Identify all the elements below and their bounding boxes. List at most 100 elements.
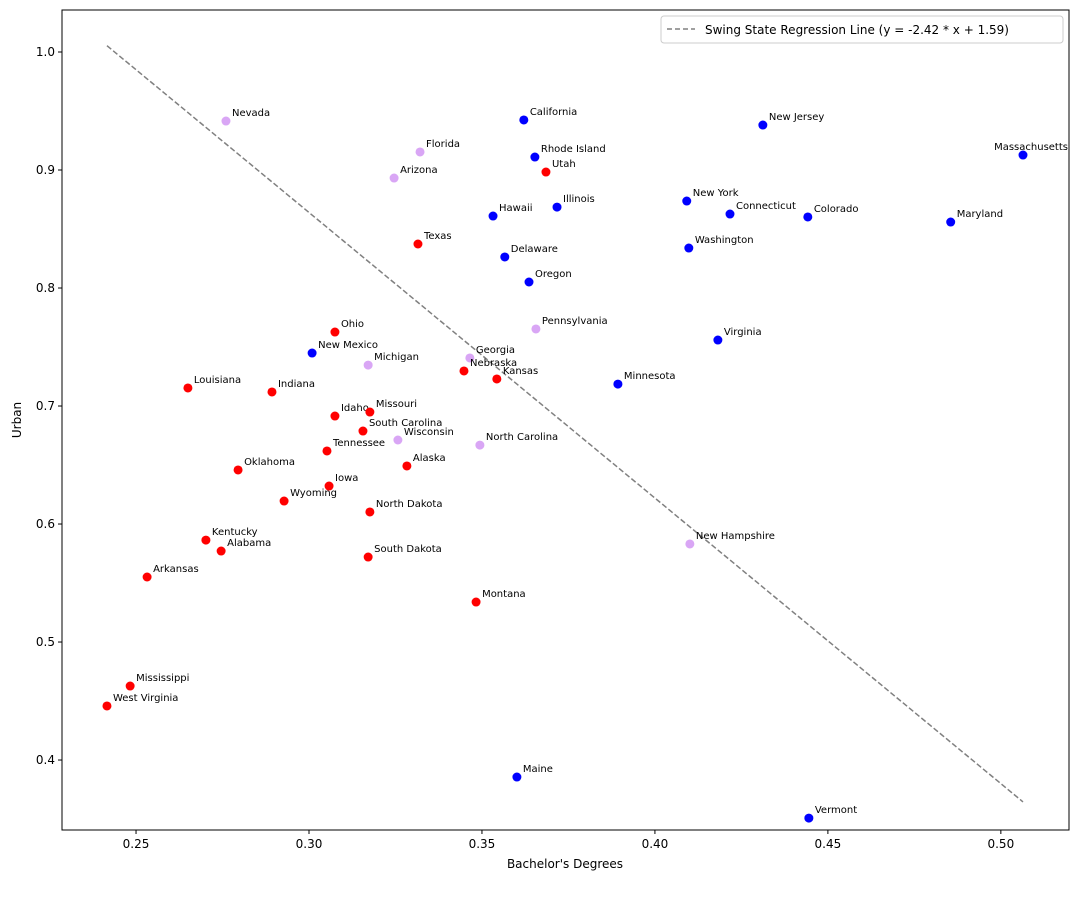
- data-point: [279, 496, 289, 506]
- point-label: Minnesota: [624, 371, 676, 382]
- data-point: [415, 147, 425, 157]
- data-point: [365, 507, 375, 517]
- data-point: [531, 324, 541, 334]
- point-label: Georgia: [476, 345, 515, 356]
- point-label: New Jersey: [769, 112, 825, 123]
- plot-frame: [61, 9, 1070, 831]
- point-label: Indiana: [278, 379, 315, 390]
- data-point: [682, 196, 692, 206]
- data-point: [500, 252, 510, 262]
- y-axis-label: Urban: [10, 402, 24, 438]
- data-point: [307, 348, 317, 358]
- point-label: Kentucky: [212, 527, 258, 538]
- point-label: Mississippi: [136, 673, 189, 684]
- data-point: [1018, 150, 1028, 160]
- point-label: Arizona: [400, 165, 438, 176]
- y-tick-label: 0.5: [36, 635, 55, 649]
- data-point: [475, 440, 485, 450]
- data-point: [804, 813, 814, 823]
- data-point: [803, 212, 813, 222]
- point-label: North Dakota: [376, 499, 443, 510]
- point-label: Illinois: [563, 194, 595, 205]
- point-label: California: [530, 107, 578, 118]
- regression-line: [106, 45, 1024, 803]
- point-label: West Virginia: [113, 693, 178, 704]
- x-tick-label: 0.35: [469, 837, 496, 851]
- data-point: [758, 120, 768, 130]
- data-point: [530, 152, 540, 162]
- data-point: [201, 535, 211, 545]
- data-point: [389, 173, 399, 183]
- y-tick-label: 0.4: [36, 753, 55, 767]
- point-label: Arkansas: [153, 564, 199, 575]
- point-label: Hawaii: [499, 203, 533, 214]
- data-point: [322, 446, 332, 456]
- point-label: Missouri: [376, 399, 417, 410]
- data-point: [221, 116, 231, 126]
- point-label: Nebraska: [470, 358, 517, 369]
- point-label: Alaska: [413, 453, 446, 464]
- y-tick-label: 0.6: [36, 517, 55, 531]
- point-label: Wisconsin: [404, 427, 454, 438]
- point-label: Oklahoma: [244, 457, 295, 468]
- x-axis-label: Bachelor's Degrees: [507, 857, 623, 871]
- y-tick-label: 1.0: [36, 45, 55, 59]
- x-tick-label: 0.25: [123, 837, 150, 851]
- data-point: [471, 597, 481, 607]
- data-point: [492, 374, 502, 384]
- data-point: [512, 772, 522, 782]
- data-point: [459, 366, 469, 376]
- point-label: North Carolina: [486, 432, 558, 443]
- data-point: [142, 572, 152, 582]
- data-point: [125, 681, 135, 691]
- point-label: Ohio: [341, 319, 364, 330]
- data-point: [725, 209, 735, 219]
- point-label: Florida: [426, 139, 460, 150]
- data-point: [365, 407, 375, 417]
- point-label: Kansas: [503, 366, 538, 377]
- data-point: [685, 539, 695, 549]
- data-point: [102, 701, 112, 711]
- y-tick-label: 0.9: [36, 163, 55, 177]
- data-point: [330, 411, 340, 421]
- point-label: Vermont: [815, 805, 857, 816]
- point-label: Virginia: [724, 327, 762, 338]
- point-label: Nevada: [232, 108, 270, 119]
- point-label: Texas: [423, 231, 452, 242]
- x-axis: 0.25 0.30 0.35 0.40 0.45 0.50: [123, 830, 1014, 851]
- data-point: [488, 211, 498, 221]
- point-label: New York: [693, 188, 739, 199]
- data-point: [183, 383, 193, 393]
- data-point: [358, 426, 368, 436]
- point-label: Colorado: [814, 204, 859, 215]
- point-label: Alabama: [227, 538, 271, 549]
- point-label: Idaho: [341, 403, 369, 414]
- y-tick-label: 0.8: [36, 281, 55, 295]
- point-label: South Dakota: [374, 544, 442, 555]
- data-point: [363, 360, 373, 370]
- x-tick-label: 0.30: [296, 837, 323, 851]
- point-label: Tennessee: [332, 438, 385, 449]
- data-point: [946, 217, 956, 227]
- point-label: Utah: [552, 159, 576, 170]
- point-label: Oregon: [535, 269, 572, 280]
- point-label: Michigan: [374, 352, 419, 363]
- plot-marks: Nevada California New Jersey Florida Massach…: [102, 45, 1068, 823]
- x-tick-label: 0.50: [987, 837, 1014, 851]
- data-point: [524, 277, 534, 287]
- point-label: Rhode Island: [541, 144, 606, 155]
- point-label: Montana: [482, 589, 526, 600]
- y-tick-label: 0.7: [36, 399, 55, 413]
- data-point: [363, 552, 373, 562]
- point-label: Louisiana: [194, 375, 241, 386]
- point-label: Iowa: [335, 473, 358, 484]
- point-label: Maryland: [957, 209, 1003, 220]
- data-point: [413, 239, 423, 249]
- legend-entry: Swing State Regression Line (y = -2.42 *…: [705, 23, 1009, 37]
- point-label: New Mexico: [318, 340, 378, 351]
- x-tick-label: 0.45: [815, 837, 842, 851]
- point-label: New Hampshire: [696, 531, 775, 542]
- point-label: Wyoming: [290, 488, 337, 499]
- point-label: Connecticut: [736, 201, 796, 212]
- point-label: Delaware: [511, 244, 558, 255]
